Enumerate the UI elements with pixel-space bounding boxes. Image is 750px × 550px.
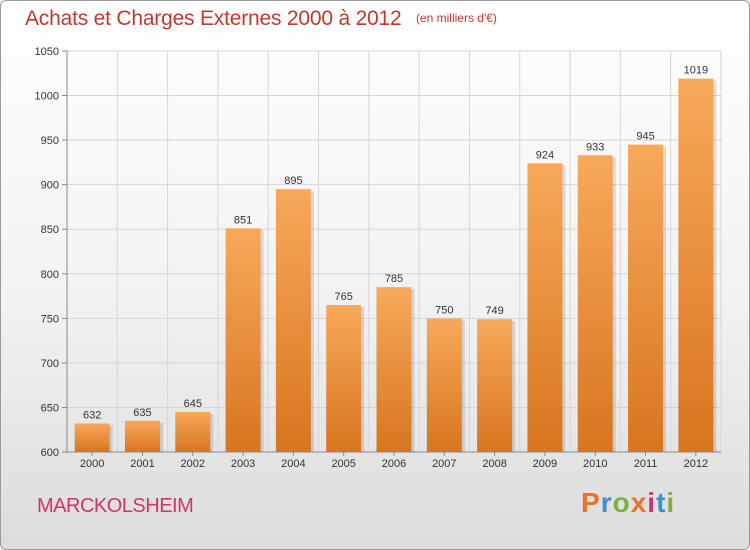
bar	[225, 228, 261, 452]
chart-title-block: Achats et Charges Externes 2000 à 2012 (…	[25, 7, 497, 31]
chart-title: Achats et Charges Externes 2000 à 2012	[25, 7, 402, 30]
bar-value-label: 765	[335, 291, 353, 303]
x-tick-label: 2004	[281, 458, 305, 470]
bar-value-label: 924	[536, 149, 554, 161]
brand-letter: o	[612, 487, 631, 518]
bar-value-label: 632	[83, 409, 101, 421]
bar	[426, 318, 462, 452]
x-tick-label: 2001	[130, 458, 154, 470]
bar-value-label: 1019	[684, 65, 708, 77]
brand-letter: t	[656, 487, 667, 518]
x-tick-label: 2005	[331, 458, 355, 470]
bar-value-label: 945	[636, 131, 654, 143]
y-tick-label: 600	[41, 447, 59, 459]
bar	[527, 163, 563, 452]
bars	[74, 78, 717, 453]
y-tick-label: 1000	[35, 91, 59, 103]
bar	[74, 423, 110, 452]
chart-unit: (en milliers d'€)	[415, 11, 497, 25]
x-tick-label: 2010	[583, 458, 607, 470]
x-tick-label: 2009	[533, 458, 557, 470]
bar	[175, 411, 211, 452]
bar-value-label: 851	[234, 214, 252, 226]
bar	[326, 304, 362, 452]
brand-logo: Proxiti	[581, 487, 675, 519]
y-tick-label: 950	[41, 135, 59, 147]
y-tick-label: 1050	[35, 46, 59, 58]
x-tick-label: 2002	[181, 458, 205, 470]
brand-letter: P	[581, 487, 601, 518]
y-tick-label: 900	[41, 180, 59, 192]
brand-letter: i	[666, 487, 676, 518]
y-tick-label: 850	[41, 224, 59, 236]
brand-letter: r	[600, 487, 613, 518]
bar	[124, 420, 160, 452]
x-tick-label: 2003	[231, 458, 255, 470]
bar-value-label: 749	[485, 305, 503, 317]
bar-value-label: 785	[385, 273, 403, 285]
y-tick-label: 750	[41, 313, 59, 325]
x-tick-label: 2006	[382, 458, 406, 470]
bar-value-label: 750	[435, 304, 453, 316]
data-labels: 632 635 645 851 895 765 785 750 749 924 933 945 1019	[83, 65, 708, 422]
bar	[628, 144, 664, 453]
y-tick-label: 650	[41, 402, 59, 414]
bar	[376, 287, 412, 452]
x-tick-label: 2000	[80, 458, 104, 470]
x-tick-label: 2012	[684, 458, 708, 470]
bar	[577, 155, 613, 452]
bar	[477, 319, 513, 452]
bar	[275, 189, 311, 452]
bar	[678, 78, 714, 452]
y-tick-label: 800	[41, 269, 59, 281]
x-tick-label: 2007	[432, 458, 456, 470]
bar-value-label: 635	[133, 407, 151, 419]
y-tick-label: 700	[41, 358, 59, 370]
bar-value-label: 895	[284, 175, 302, 187]
brand-letter: x	[630, 487, 648, 518]
commune-name: MARCKOLSHEIM	[37, 495, 194, 517]
x-tick-label: 2011	[634, 458, 658, 470]
axes: 600 650 700 750 800 850 900 950 1000 1050 2000 2001…	[35, 46, 721, 470]
bar-value-label: 933	[586, 141, 604, 153]
brand-letter: i	[647, 487, 657, 518]
x-tick-label: 2008	[482, 458, 506, 470]
bar-value-label: 645	[184, 398, 202, 410]
